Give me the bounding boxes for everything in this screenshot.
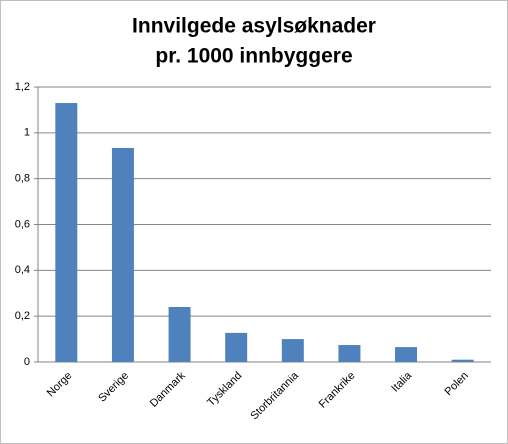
y-tick-label: 0,2 — [15, 310, 30, 322]
y-tick-label: 0 — [24, 356, 30, 368]
bar — [55, 103, 78, 363]
y-tick-label: 0,8 — [15, 173, 30, 185]
bar — [451, 359, 474, 362]
bar — [281, 339, 304, 362]
bar — [225, 332, 248, 362]
chart-title: Innvilgede asylsøknader — [132, 15, 376, 38]
chart-title: pr. 1000 innbyggere — [155, 45, 352, 68]
bar — [338, 345, 361, 362]
bar — [168, 307, 191, 362]
y-tick-label: 0,4 — [15, 264, 30, 276]
bar — [111, 147, 134, 362]
y-tick-label: 0,6 — [15, 218, 30, 230]
bar — [395, 347, 418, 362]
y-tick-label: 1 — [24, 127, 30, 139]
y-tick-label: 1,2 — [15, 81, 30, 93]
